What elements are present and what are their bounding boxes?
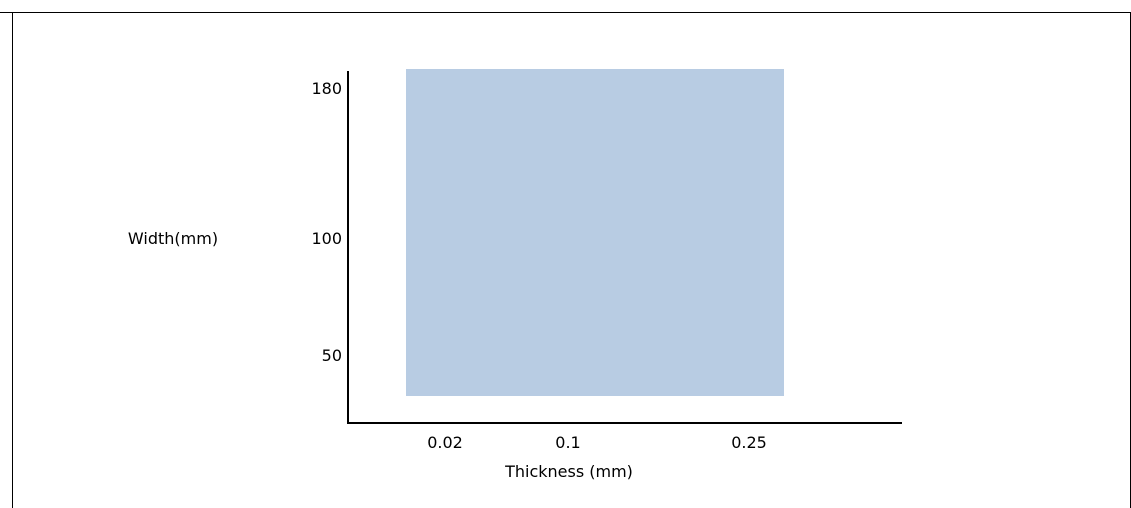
y-axis-label: Width(mm) [128, 229, 218, 248]
x-tick-label: 0.25 [731, 433, 767, 452]
y-tick-label: 100 [311, 229, 342, 248]
y-tick-labels: 180 100 50 [311, 79, 342, 365]
x-tick-label: 0.1 [555, 433, 580, 452]
frame-left-border [12, 12, 13, 508]
y-tick-label: 50 [322, 346, 342, 365]
range-region [406, 69, 784, 396]
x-tick-labels: 0.02 0.1 0.25 [427, 433, 767, 452]
x-axis-label: Thickness (mm) [504, 462, 633, 481]
y-tick-label: 180 [311, 79, 342, 98]
x-tick-label: 0.02 [427, 433, 463, 452]
frame-top-border [0, 12, 1131, 13]
